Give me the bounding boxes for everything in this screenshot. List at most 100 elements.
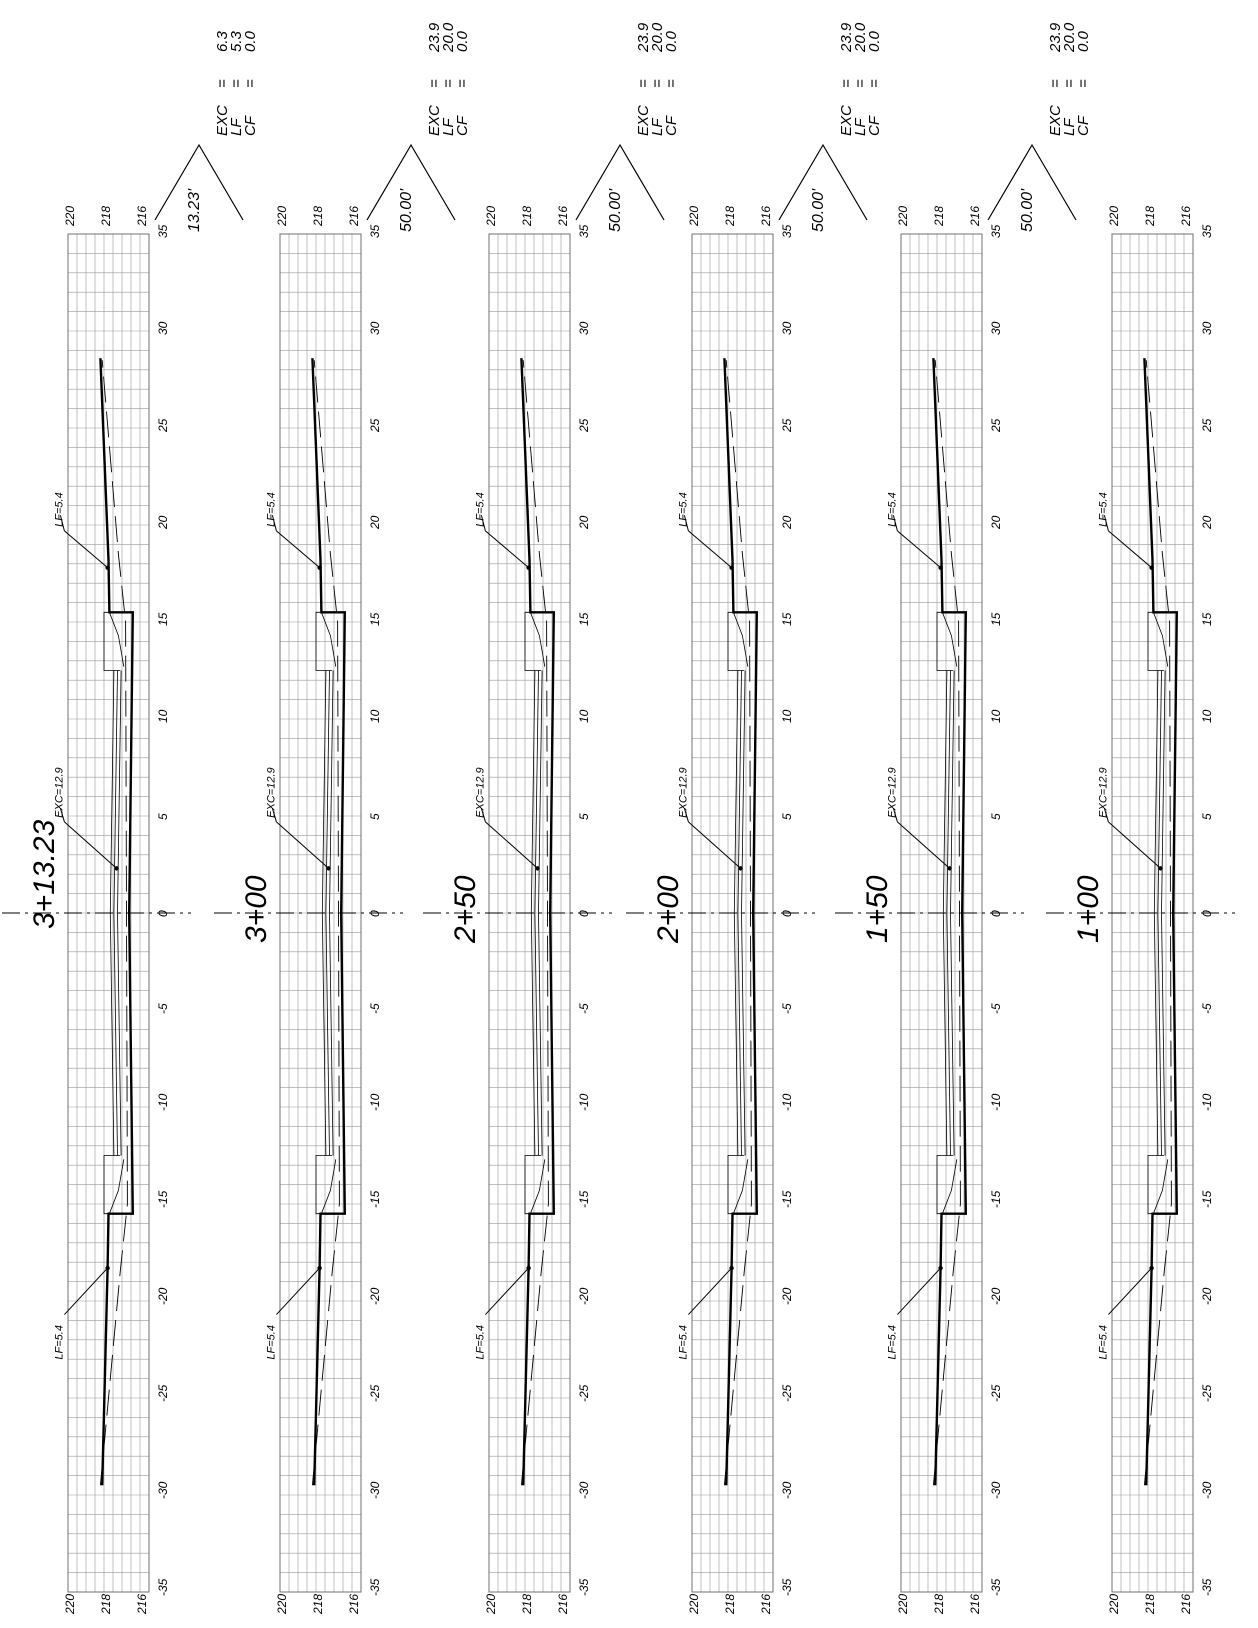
station-label: 2+00 (652, 875, 685, 944)
offset-tick-label: -20 (989, 1287, 1003, 1305)
offset-tick-label: 5 (577, 813, 591, 820)
curb-gutter (524, 611, 546, 671)
leader-arrow (729, 1265, 734, 1271)
leader-line (271, 515, 277, 531)
leader-line (897, 1267, 941, 1315)
pavement-layer (109, 670, 115, 1156)
offset-tick-label: -10 (1200, 1093, 1214, 1111)
offset-tick-label: 5 (989, 813, 1003, 820)
pavement-layer (733, 670, 739, 1156)
volume-value: 20.0 (440, 22, 457, 53)
leader-arrow (526, 1265, 531, 1271)
offset-tick-label: -20 (156, 1287, 170, 1305)
offset-tick-label: 35 (1200, 224, 1214, 238)
pavement-layer (534, 670, 539, 1156)
offset-tick-label: -15 (780, 1190, 794, 1208)
pavement-layer (538, 670, 543, 1156)
offset-tick-label: 15 (780, 612, 794, 626)
leader-line (271, 808, 277, 822)
offset-tick-label: -20 (780, 1287, 794, 1305)
offset-tick-label: -35 (780, 1578, 794, 1596)
elevation-label: 220 (687, 206, 701, 227)
volume-equals: = (440, 79, 457, 88)
leader-line (683, 515, 689, 531)
existing-ground-line (99, 360, 128, 1486)
volume-equals: = (852, 79, 869, 88)
volume-value: 23.9 (635, 22, 652, 53)
leader-line (688, 821, 741, 869)
proposed-section-line (99, 358, 135, 1486)
offset-tick-label: -5 (156, 1003, 170, 1014)
volume-value: 0.0 (454, 30, 471, 52)
offset-tick-label: 20 (989, 515, 1003, 530)
leader-arrow (1149, 1265, 1154, 1271)
volume-value: 0.0 (663, 30, 680, 52)
leader-arrow (738, 866, 743, 871)
pavement-layer (530, 670, 536, 1156)
callout-label: LF=5.4 (53, 1325, 65, 1360)
volume-value: 0.0 (242, 30, 259, 52)
pavement-layer (741, 670, 746, 1156)
volume-label: CF (454, 115, 471, 136)
offset-tick-label: 15 (1200, 612, 1214, 626)
offset-tick-label: 20 (156, 515, 170, 530)
offset-tick-label: -15 (577, 1190, 591, 1208)
station-label: 2+50 (449, 875, 482, 944)
elevation-label: 220 (484, 1594, 498, 1615)
leader-arrow (535, 866, 540, 871)
leader-line (1108, 530, 1152, 569)
offset-tick-label: -30 (1200, 1481, 1214, 1499)
elevation-label: 220 (687, 1594, 701, 1615)
leader-line (688, 530, 732, 569)
offset-tick-label: 15 (368, 612, 382, 626)
curb-gutter (936, 611, 958, 671)
pavement-layer (117, 670, 122, 1156)
leader-line (683, 808, 689, 822)
offset-tick-label: 30 (368, 321, 382, 335)
leader-line (276, 821, 329, 869)
leader-line (892, 515, 898, 531)
elevation-label: 220 (896, 1594, 910, 1615)
elevation-label: 218 (932, 206, 946, 227)
volume-value: 20.0 (1061, 22, 1078, 53)
offset-tick-label: 20 (577, 515, 591, 530)
callout-label: EXC=12.9 (677, 767, 689, 817)
volume-label: CF (1075, 115, 1092, 136)
proposed-section-line (520, 358, 556, 1486)
leader-arrow (317, 565, 322, 570)
volume-bracket (987, 143, 1077, 221)
offset-tick-label: 10 (368, 709, 382, 723)
elevation-label: 216 (556, 206, 570, 227)
callout-label: LF=5.4 (53, 492, 65, 527)
elevation-label: 218 (1143, 1594, 1157, 1615)
offset-tick-label: 0 (156, 910, 170, 917)
offset-tick-label: -5 (368, 1003, 382, 1014)
volume-label: EXC (426, 105, 443, 136)
offset-tick-label: 15 (577, 612, 591, 626)
offset-tick-label: -5 (577, 1003, 591, 1014)
volume-label: EXC (214, 105, 231, 136)
volume-value: 23.9 (426, 22, 443, 53)
volume-value: 20.0 (649, 22, 666, 53)
offset-tick-label: 30 (577, 321, 591, 335)
offset-tick-label: -35 (989, 1578, 1003, 1596)
elevation-label: 218 (723, 206, 737, 227)
offset-tick-label: 0 (780, 910, 794, 917)
offset-tick-label: 10 (989, 709, 1003, 723)
elevation-label: 218 (311, 206, 325, 227)
offset-tick-label: -10 (780, 1093, 794, 1111)
offset-tick-label: 20 (1200, 515, 1214, 530)
pavement-layer (950, 670, 955, 1156)
leader-arrow (947, 866, 952, 871)
elevation-label: 216 (759, 206, 773, 227)
leader-line (1103, 808, 1109, 822)
elevation-label: 218 (520, 1594, 534, 1615)
offset-tick-label: -25 (368, 1384, 382, 1402)
leader-arrow (317, 1265, 322, 1271)
distance-label: 50.00' (1019, 188, 1036, 232)
leader-line (1103, 515, 1109, 531)
leader-arrow (938, 1265, 943, 1271)
volume-bracket (575, 143, 665, 221)
volume-label: LF (228, 118, 245, 136)
leader-line (1108, 1267, 1152, 1315)
